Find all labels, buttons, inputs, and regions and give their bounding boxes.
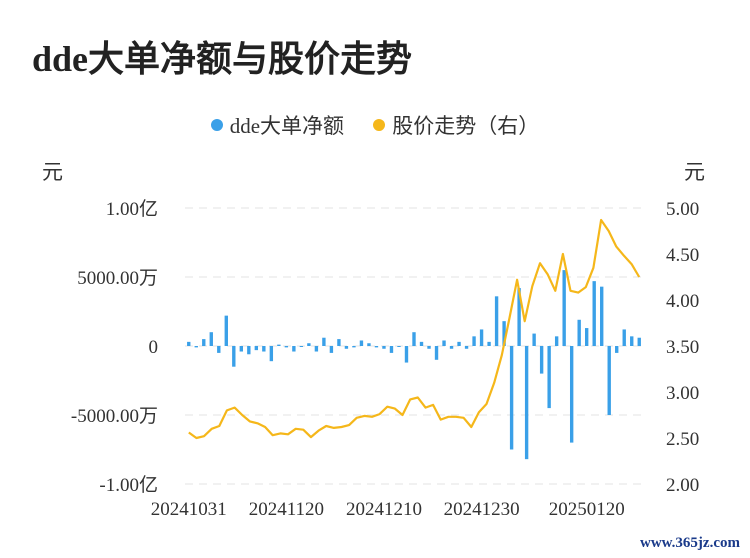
bar — [517, 288, 521, 346]
bar — [314, 346, 319, 352]
x-tick-label: 20241031 — [151, 499, 227, 520]
bar — [224, 315, 228, 346]
bar — [194, 346, 198, 348]
bar — [577, 319, 581, 346]
bar — [299, 346, 304, 347]
bar — [202, 339, 206, 346]
bar — [239, 346, 244, 352]
legend-item-dde[interactable]: dde大单净额 — [210, 110, 345, 140]
bar — [449, 346, 454, 349]
bar — [434, 346, 439, 360]
watermark: www.365jz.com — [640, 535, 740, 551]
line-series — [188, 218, 641, 440]
bar — [262, 346, 266, 352]
bar — [269, 346, 274, 362]
right-tick-label: 3.50 — [666, 337, 699, 358]
left-tick-label: -5000.00万 — [71, 406, 158, 427]
bar — [277, 344, 281, 346]
bar — [209, 332, 213, 346]
bar — [547, 346, 551, 409]
x-tick-label: 20250120 — [549, 499, 625, 520]
bar — [600, 286, 604, 346]
left-tick-label: 5000.00万 — [77, 268, 158, 289]
legend-dot-line — [373, 119, 386, 131]
bar — [562, 270, 566, 346]
bar — [427, 346, 431, 349]
bar — [344, 346, 349, 349]
bar — [337, 339, 341, 346]
bar — [419, 341, 424, 346]
bar — [607, 346, 611, 415]
legend-dot-bar — [210, 119, 223, 131]
bar — [494, 296, 499, 346]
right-tick-label: 3.00 — [666, 383, 699, 404]
bar — [412, 332, 416, 346]
bar — [622, 329, 626, 346]
bar — [457, 341, 461, 346]
left-tick-label: -1.00亿 — [99, 474, 158, 496]
bar — [630, 336, 634, 346]
bar — [307, 343, 311, 346]
bar — [232, 346, 236, 367]
bar — [217, 346, 221, 353]
bar — [464, 346, 469, 349]
left-axis-ticks: 1.00亿 5000.00万 0 -5000.00万 -1.00亿 — [71, 198, 158, 496]
bar — [472, 336, 476, 346]
bar — [292, 346, 296, 352]
legend-label-dde: dde大单净额 — [229, 114, 345, 138]
bar — [284, 346, 289, 348]
bar — [352, 346, 356, 348]
x-tick-label: 20241230 — [444, 499, 520, 520]
x-tick-label: 20241210 — [346, 499, 422, 520]
right-tick-label: 2.50 — [666, 429, 699, 450]
bar — [187, 341, 191, 346]
bar — [487, 341, 491, 346]
bar — [615, 346, 619, 353]
bar — [367, 343, 371, 346]
bar — [389, 346, 394, 353]
chart-legend: dde大单净额 股价走势（右） — [0, 110, 750, 140]
x-tick-label: 20241120 — [249, 499, 324, 520]
bar — [532, 333, 536, 346]
chart-title: dde大单净额与股价走势 — [32, 39, 413, 79]
x-axis-ticks: 20241031 20241120 20241210 20241230 20250120 — [151, 499, 625, 520]
price-line — [188, 218, 641, 440]
bar — [569, 346, 574, 443]
legend-item-price[interactable]: 股价走势（右） — [373, 110, 539, 140]
right-axis-unit: 元 — [684, 160, 705, 184]
bar — [502, 321, 506, 346]
left-tick-label: 1.00亿 — [106, 198, 158, 220]
left-axis-unit: 元 — [42, 160, 63, 184]
bar — [637, 337, 641, 346]
bar — [554, 336, 559, 346]
right-tick-label: 4.00 — [666, 291, 699, 312]
bar — [442, 340, 446, 346]
bar — [374, 346, 379, 348]
bar — [584, 328, 589, 346]
right-tick-label: 4.50 — [666, 245, 699, 266]
bar — [254, 346, 259, 351]
bar — [509, 346, 514, 450]
bar — [322, 337, 326, 346]
bar — [329, 346, 334, 353]
right-tick-label: 2.00 — [666, 475, 699, 496]
bar — [592, 281, 596, 346]
bar-series — [187, 270, 641, 460]
right-axis-ticks: 5.00 4.50 4.00 3.50 3.00 2.50 2.00 — [666, 199, 699, 496]
bar — [539, 346, 544, 374]
bar — [382, 346, 386, 349]
bar — [397, 346, 401, 347]
bar — [359, 340, 364, 346]
bar — [247, 346, 251, 355]
bar — [479, 329, 484, 346]
right-tick-label: 5.00 — [666, 199, 699, 220]
legend-label-price: 股价走势（右） — [392, 114, 540, 138]
left-tick-label: 0 — [149, 337, 159, 358]
bar — [524, 346, 529, 460]
bar — [404, 346, 409, 363]
